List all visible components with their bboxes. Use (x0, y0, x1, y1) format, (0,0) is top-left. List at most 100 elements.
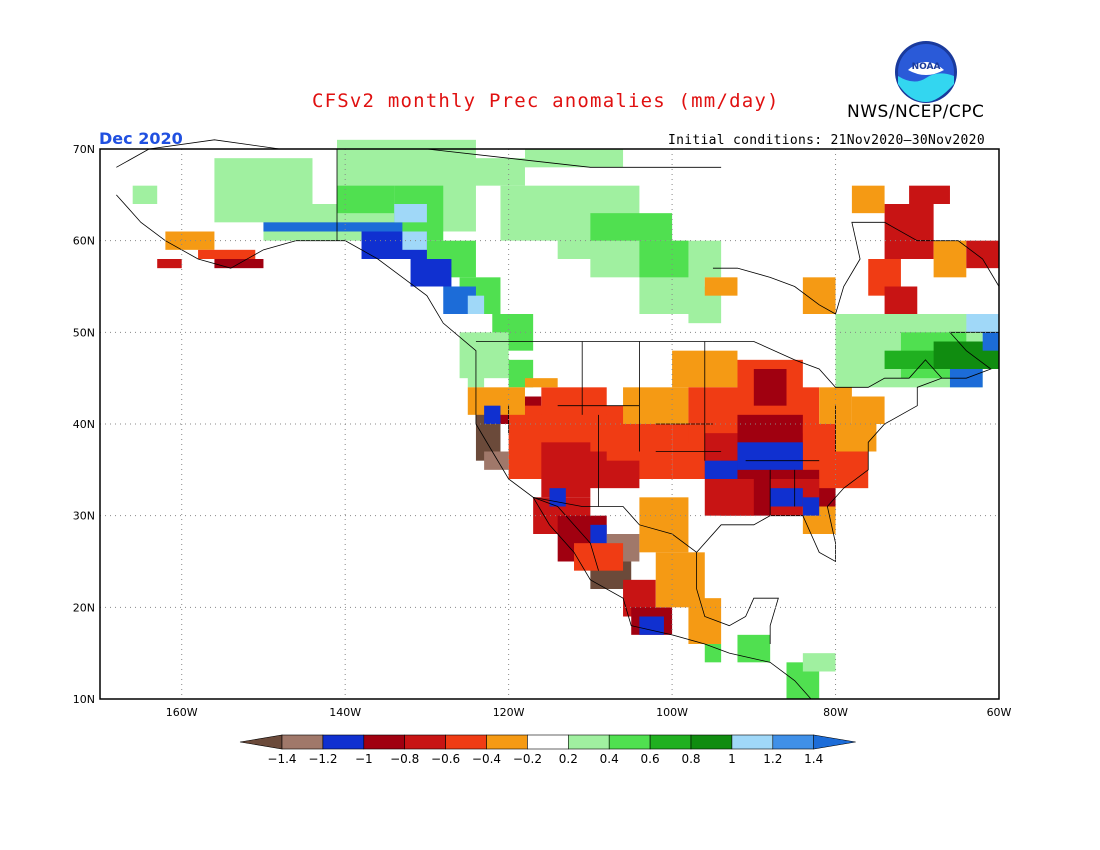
agency-label: NWS/NCEP/CPC (847, 102, 985, 122)
colorbar-swatch (608, 734, 651, 750)
lon-tick-label: 120W (493, 706, 525, 719)
colorbar-swatch (731, 734, 774, 750)
valid-month-label: Dec 2020 (99, 129, 183, 148)
colorbar-swatch (772, 734, 814, 750)
initial-conditions-label: Initial conditions: 21Nov2020–30Nov2020 (668, 133, 985, 148)
anomaly-cell (966, 240, 999, 269)
colorbar-swatch (486, 734, 528, 750)
anomaly-cell (737, 442, 803, 470)
anomaly-cell (909, 185, 950, 204)
noaa-logo: NOAA (894, 40, 958, 104)
anomaly-cells (132, 139, 999, 699)
lon-tick-label: 60W (987, 706, 1012, 719)
anomaly-cell (132, 185, 158, 204)
coastline (712, 341, 943, 388)
anomaly-cell (574, 543, 624, 571)
chart-title: CFSv2 monthly Prec anomalies (mm/day) (312, 90, 780, 112)
colorbar-label: 0.2 (558, 752, 578, 766)
coastline (533, 496, 697, 553)
colorbar-label: −1 (354, 752, 373, 766)
anomaly-cell (851, 396, 885, 424)
anomaly-cell (884, 204, 934, 259)
anomaly-cell (982, 332, 999, 351)
lat-tick-label: 60N (73, 235, 95, 248)
anomaly-cell (263, 222, 403, 232)
anomaly-cell (802, 497, 820, 516)
anomaly-cell (541, 387, 607, 415)
anomaly-cell (198, 249, 256, 259)
lon-tick-label: 160W (166, 706, 198, 719)
anomaly-cell (484, 405, 501, 424)
anomaly-cell (549, 488, 566, 507)
lon-tick-label: 80W (823, 706, 848, 719)
anomaly-cell (639, 616, 664, 635)
colorbar-arrow-high (813, 734, 856, 750)
anomaly-cell (524, 378, 558, 388)
colorbar-label: 0.8 (681, 752, 701, 766)
anomaly-cell (410, 259, 452, 287)
colorbar-label: −0.4 (471, 752, 502, 766)
lat-tick-label: 40N (73, 418, 95, 431)
anomaly-cell (933, 240, 967, 278)
anomaly-cell (688, 598, 722, 644)
anomaly-cell (402, 231, 427, 250)
colorbar-label: 1 (728, 752, 736, 766)
colorbar-label: −0.8 (390, 752, 420, 766)
colorbar-swatch (322, 734, 365, 750)
colorbar-swatch (690, 734, 733, 750)
colorbar-label: −0.2 (512, 752, 542, 766)
colorbar-swatch (445, 734, 487, 750)
anomaly-cell (704, 479, 754, 516)
anomaly-cell (884, 286, 918, 314)
anomaly-cell (394, 204, 427, 223)
colorbar-label: 0.4 (599, 752, 619, 766)
lat-tick-label: 10N (73, 693, 95, 706)
colorbar-swatch (567, 734, 610, 750)
anomaly-cell (802, 653, 836, 672)
coastline (533, 496, 599, 571)
lon-tick-label: 140W (329, 706, 361, 719)
anomaly-cell (704, 460, 738, 479)
coastline (696, 552, 779, 644)
lat-tick-label: 20N (73, 601, 95, 614)
colorbar-label: −0.6 (431, 752, 461, 766)
anomaly-cell (590, 213, 673, 241)
lon-tick-label: 100W (656, 706, 688, 719)
colorbar-label: 1.4 (804, 752, 824, 766)
graticule (100, 149, 999, 699)
anomaly-cell (770, 488, 803, 507)
lat-tick-label: 30N (73, 510, 95, 523)
anomaly-cell (639, 497, 689, 553)
anomaly-cell (165, 231, 215, 250)
anomaly-cell (337, 185, 395, 214)
lat-tick-label: 50N (73, 326, 95, 339)
coastline (712, 221, 1000, 315)
colorbar (239, 734, 856, 750)
colorbar-label: −1.4 (267, 752, 297, 766)
anomaly-cell (753, 369, 787, 406)
anomaly-cell (467, 295, 485, 314)
lat-tick-label: 70N (73, 143, 95, 156)
anomaly-cell (704, 277, 738, 296)
colorbar-swatch (281, 734, 324, 750)
anomaly-cell (737, 634, 771, 663)
anomaly-cell (835, 424, 877, 452)
colorbar-label: −1.2 (308, 752, 338, 766)
map-frame (99, 148, 1000, 700)
anomaly-cell (819, 451, 869, 489)
anomaly-cell (157, 259, 182, 269)
anomaly-cell (639, 240, 689, 278)
colorbar-label: 0.6 (640, 752, 660, 766)
svg-text:NOAA: NOAA (912, 62, 941, 72)
anomaly-cell (802, 277, 836, 314)
colorbar-arrow-low (239, 734, 283, 750)
anomaly-cell (851, 185, 885, 214)
anomaly-cell (402, 158, 525, 186)
coastline (696, 331, 999, 563)
colorbar-swatch (649, 734, 692, 750)
colorbar-swatch (363, 734, 405, 750)
anomaly-cell (966, 314, 999, 333)
colorbar-swatch (527, 734, 569, 750)
anomaly-cell (484, 451, 509, 470)
colorbar-swatch (404, 734, 446, 750)
